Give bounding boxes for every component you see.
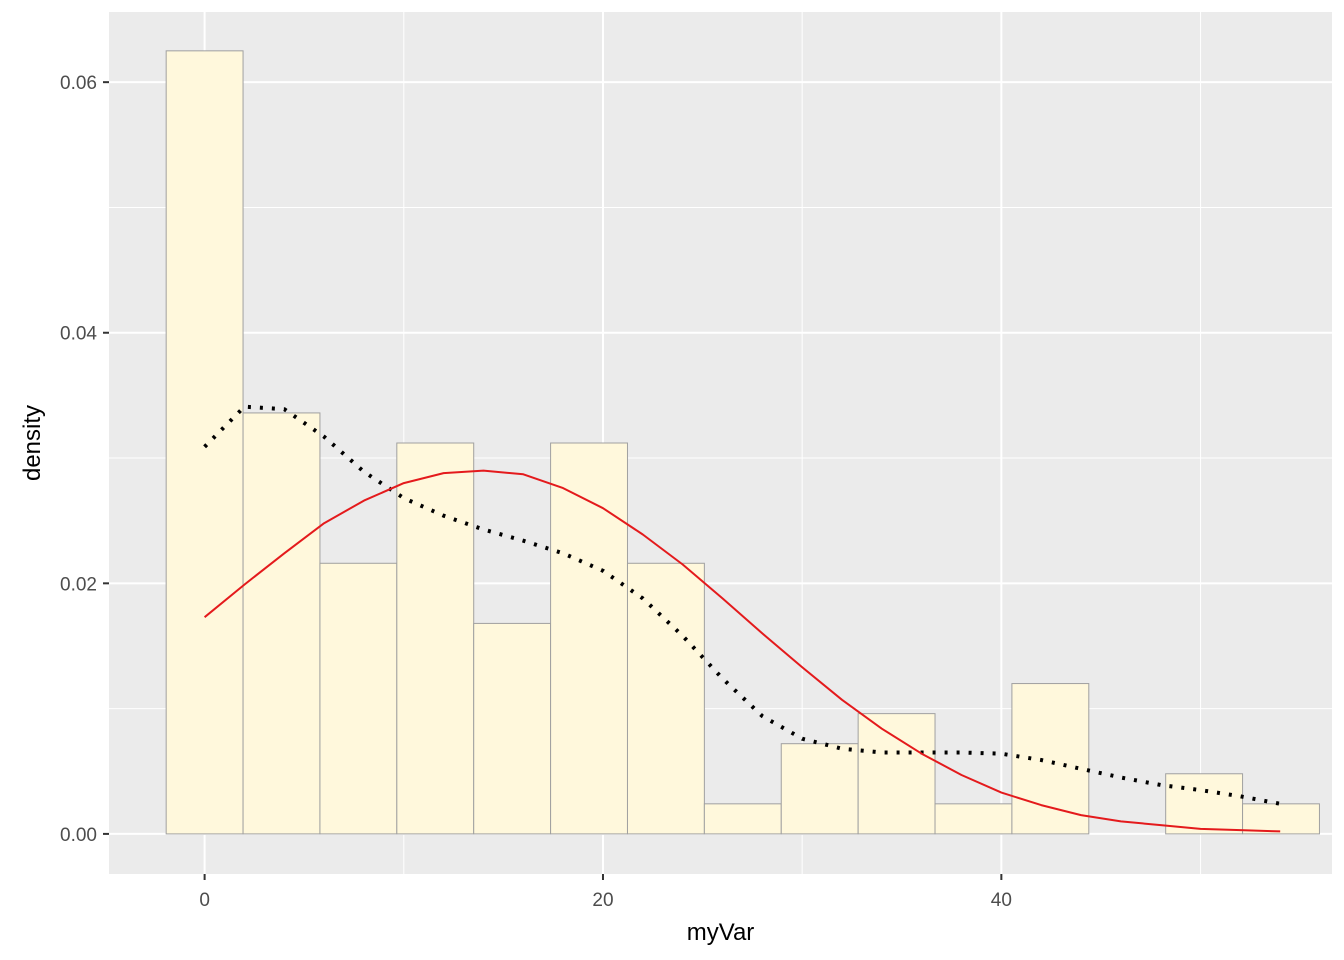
histogram-bar (626, 562, 705, 835)
x-tick-label: 0 (199, 890, 210, 911)
histogram-bar (780, 743, 859, 835)
histogram-bar (242, 412, 321, 835)
histogram-bar (319, 562, 398, 835)
histogram-bar (934, 803, 1013, 835)
x-tick-label: 20 (592, 890, 613, 911)
y-tick-label: 0.06 (60, 73, 97, 94)
x-axis-title: myVar (687, 919, 755, 946)
histogram-bar (1011, 683, 1090, 835)
x-tick-label: 40 (991, 890, 1012, 911)
y-axis-title: density (19, 405, 46, 481)
histogram-bar (857, 713, 936, 835)
y-tick-label: 0.00 (60, 825, 97, 846)
y-tick-label: 0.04 (60, 324, 97, 345)
histogram-bar (396, 442, 475, 835)
histogram-bar (1165, 773, 1244, 835)
histogram-bar (550, 442, 628, 835)
histogram-bar (1242, 803, 1320, 835)
histogram-bar (165, 50, 244, 835)
histogram-bar (473, 622, 552, 835)
histogram-bar (703, 803, 782, 835)
x-axis-ticks: 0 20 40 (199, 874, 1012, 911)
y-axis-ticks: 0.00 0.02 0.04 0.06 (60, 73, 109, 846)
kernel-density-curve (203, 404, 1281, 806)
y-tick-label: 0.02 (60, 574, 97, 595)
density-curves (203, 404, 1281, 833)
histogram-bars (165, 50, 1320, 835)
normal-density-curve (203, 469, 1281, 833)
